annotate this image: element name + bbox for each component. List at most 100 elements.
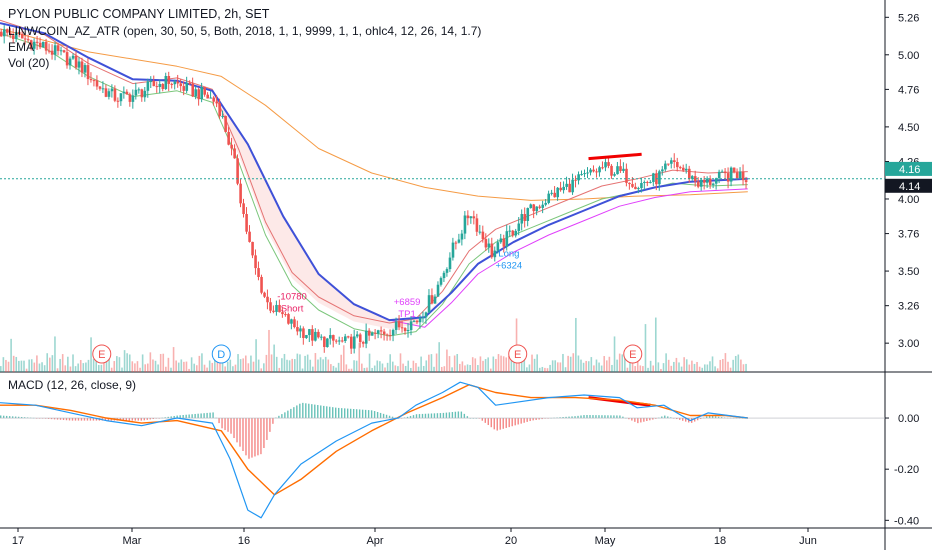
candle-body xyxy=(197,89,201,100)
candle-body xyxy=(619,166,622,171)
volume-bar xyxy=(118,357,121,372)
candle-body xyxy=(92,80,96,82)
macd-histogram-bar xyxy=(571,416,573,419)
volume-bar xyxy=(696,361,698,372)
volume-bar xyxy=(330,364,332,372)
macd-histogram-bar xyxy=(601,415,603,419)
macd-histogram-bar xyxy=(376,411,379,419)
signal-value: +6859 xyxy=(394,297,421,308)
candle-body xyxy=(83,65,87,73)
volume-bar xyxy=(12,355,15,372)
macd-histogram-bar xyxy=(2,415,5,419)
volume-bar xyxy=(157,364,159,372)
macd-histogram-bar xyxy=(604,415,606,419)
candle-body xyxy=(248,231,251,242)
volume-bar xyxy=(79,359,82,372)
candle-body xyxy=(670,160,673,164)
macd-histogram-bar xyxy=(490,418,492,428)
macd-histogram-bar xyxy=(203,413,205,419)
macd-histogram-bar xyxy=(293,407,295,419)
volume-bar xyxy=(701,367,704,372)
macd-histogram-bar xyxy=(86,418,89,421)
macd-histogram-bar xyxy=(661,416,663,419)
price-label: 4.16 xyxy=(899,164,920,176)
candle-body xyxy=(379,330,383,332)
volume-bar xyxy=(304,355,306,372)
volume-bar xyxy=(376,360,379,372)
macd-histogram-bar xyxy=(95,418,98,421)
volume-bar xyxy=(82,363,85,372)
macd-histogram-bar xyxy=(290,408,292,419)
volume-bar xyxy=(92,358,95,372)
volume-bar xyxy=(675,357,678,372)
macd-histogram-bar xyxy=(200,413,202,419)
volume-bar xyxy=(322,359,324,372)
volume-bar xyxy=(268,329,270,372)
candle-body xyxy=(385,334,389,336)
volume-bar xyxy=(518,356,520,372)
volume-bar xyxy=(621,354,624,372)
candle-body xyxy=(421,317,425,319)
macd-histogram-bar xyxy=(526,418,528,422)
macd-histogram-bar xyxy=(457,411,460,419)
candle-body xyxy=(349,336,353,349)
price-tick-label: 4.76 xyxy=(898,84,919,96)
macd-histogram-bar xyxy=(628,418,630,420)
volume-bar xyxy=(257,359,260,372)
candle-body xyxy=(499,238,503,243)
candle-body xyxy=(484,238,488,248)
volume-bar xyxy=(559,362,562,372)
volume-bar xyxy=(673,361,675,372)
volume-bar xyxy=(72,354,74,372)
candle-body xyxy=(592,169,595,172)
macd-histogram-bar xyxy=(287,410,289,419)
volume-bar xyxy=(482,360,484,372)
macd-histogram-bar xyxy=(62,418,65,421)
volume-bar xyxy=(46,353,49,372)
volume-bar xyxy=(208,360,211,372)
volume-bar xyxy=(232,366,234,372)
volume-bar xyxy=(299,354,301,372)
candle-body xyxy=(625,168,628,183)
volume-bar xyxy=(355,360,358,372)
volume-bar xyxy=(2,357,5,372)
candle-body xyxy=(290,319,293,324)
volume-bar xyxy=(327,359,330,372)
candle-body xyxy=(53,45,57,55)
candle-body xyxy=(526,208,530,221)
macd-histogram-bar xyxy=(74,418,77,421)
candle-body xyxy=(472,216,476,219)
macd-histogram-bar xyxy=(242,418,244,451)
volume-bar xyxy=(244,355,247,372)
macd-histogram-bar xyxy=(502,418,504,429)
macd-histogram-bar xyxy=(607,415,609,419)
macd-histogram-bar xyxy=(329,406,331,419)
macd-histogram-bar xyxy=(616,415,618,419)
volume-bar xyxy=(461,361,464,372)
volume-bar xyxy=(252,361,255,372)
macd-histogram-bar xyxy=(508,418,510,428)
macd-histogram-bar xyxy=(179,415,181,419)
macd-histogram-bar xyxy=(140,418,142,421)
candle-body xyxy=(511,230,515,236)
price-divergence-line xyxy=(588,152,642,161)
candle-body xyxy=(275,304,278,312)
volume-bar xyxy=(342,345,345,372)
candle-body xyxy=(5,29,9,33)
candle-body xyxy=(577,174,580,181)
macd-histogram-bar xyxy=(131,418,134,421)
candle-body xyxy=(397,321,401,328)
candle-body xyxy=(442,272,446,279)
candle-body xyxy=(529,204,533,209)
volume-bar xyxy=(121,367,123,372)
candle-body xyxy=(505,231,509,247)
volume-bar xyxy=(526,367,528,372)
volume-bar xyxy=(23,360,25,372)
candle-body xyxy=(308,329,311,336)
candle-body xyxy=(466,215,470,219)
candle-body xyxy=(20,33,24,39)
candle-body xyxy=(418,318,422,323)
candle-body xyxy=(71,55,75,59)
